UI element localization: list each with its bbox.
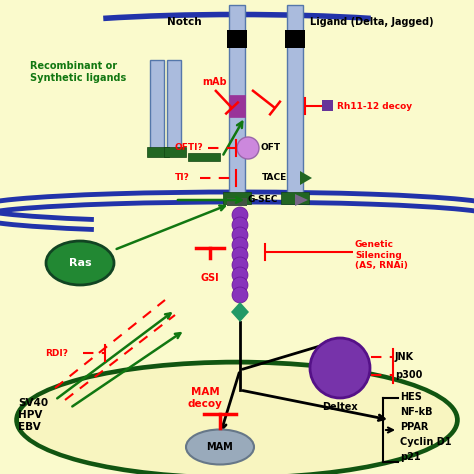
Circle shape [232, 257, 248, 273]
Text: MAM: MAM [207, 442, 233, 452]
Text: Ligand (Delta, Jagged): Ligand (Delta, Jagged) [310, 17, 434, 27]
Text: TI?: TI? [175, 173, 190, 182]
Ellipse shape [17, 363, 457, 474]
Circle shape [232, 217, 248, 233]
Bar [223, 192, 251, 204]
Text: Ras: Ras [69, 258, 91, 268]
Bar [164, 147, 186, 157]
Text: p300: p300 [395, 370, 422, 380]
Text: Rh11-12 decoy: Rh11-12 decoy [337, 101, 412, 110]
Text: RDI?: RDI? [45, 348, 68, 357]
Circle shape [232, 227, 248, 243]
Ellipse shape [46, 241, 114, 285]
Circle shape [232, 287, 248, 303]
Text: mAb: mAb [203, 77, 228, 87]
Ellipse shape [19, 365, 455, 474]
Text: GSI: GSI [201, 273, 219, 283]
Text: OFT: OFT [261, 144, 281, 153]
Text: OFTI?: OFTI? [175, 144, 204, 153]
Text: MAM
decoy: MAM decoy [188, 387, 222, 409]
Text: NF-kB: NF-kB [400, 407, 432, 417]
Bar [150, 60, 164, 150]
Text: G-SEC: G-SEC [248, 195, 278, 204]
Polygon shape [300, 171, 312, 185]
Text: Recombinant or
Synthetic ligands: Recombinant or Synthetic ligands [30, 61, 126, 83]
Bar [281, 192, 309, 204]
Circle shape [310, 338, 370, 398]
Bar [227, 198, 247, 206]
Circle shape [232, 237, 248, 253]
Ellipse shape [186, 429, 254, 465]
Bar [227, 30, 247, 48]
Bar [285, 30, 305, 48]
Circle shape [232, 207, 248, 223]
Text: Deltex: Deltex [322, 402, 358, 412]
Text: JNK: JNK [395, 352, 414, 362]
Circle shape [232, 267, 248, 283]
Bar [229, 95, 245, 117]
Text: Genetic
Silencing
(AS, RNAi): Genetic Silencing (AS, RNAi) [355, 240, 408, 270]
Text: PPAR: PPAR [400, 422, 428, 432]
Bar [322, 100, 333, 111]
Bar [229, 5, 245, 200]
Text: SV40
HPV
EBV: SV40 HPV EBV [18, 399, 48, 432]
Circle shape [232, 247, 248, 263]
Text: p21: p21 [400, 452, 420, 462]
Bar [167, 60, 181, 150]
Bar [287, 5, 303, 200]
Text: TACE: TACE [262, 173, 287, 182]
Text: Cyclin D1: Cyclin D1 [400, 437, 452, 447]
Text: HES: HES [400, 392, 422, 402]
Text: Notch: Notch [167, 17, 202, 27]
Polygon shape [295, 194, 308, 206]
Bar [188, 153, 220, 161]
Circle shape [237, 137, 259, 159]
Bar [147, 147, 169, 157]
Circle shape [232, 277, 248, 293]
Polygon shape [231, 302, 249, 322]
